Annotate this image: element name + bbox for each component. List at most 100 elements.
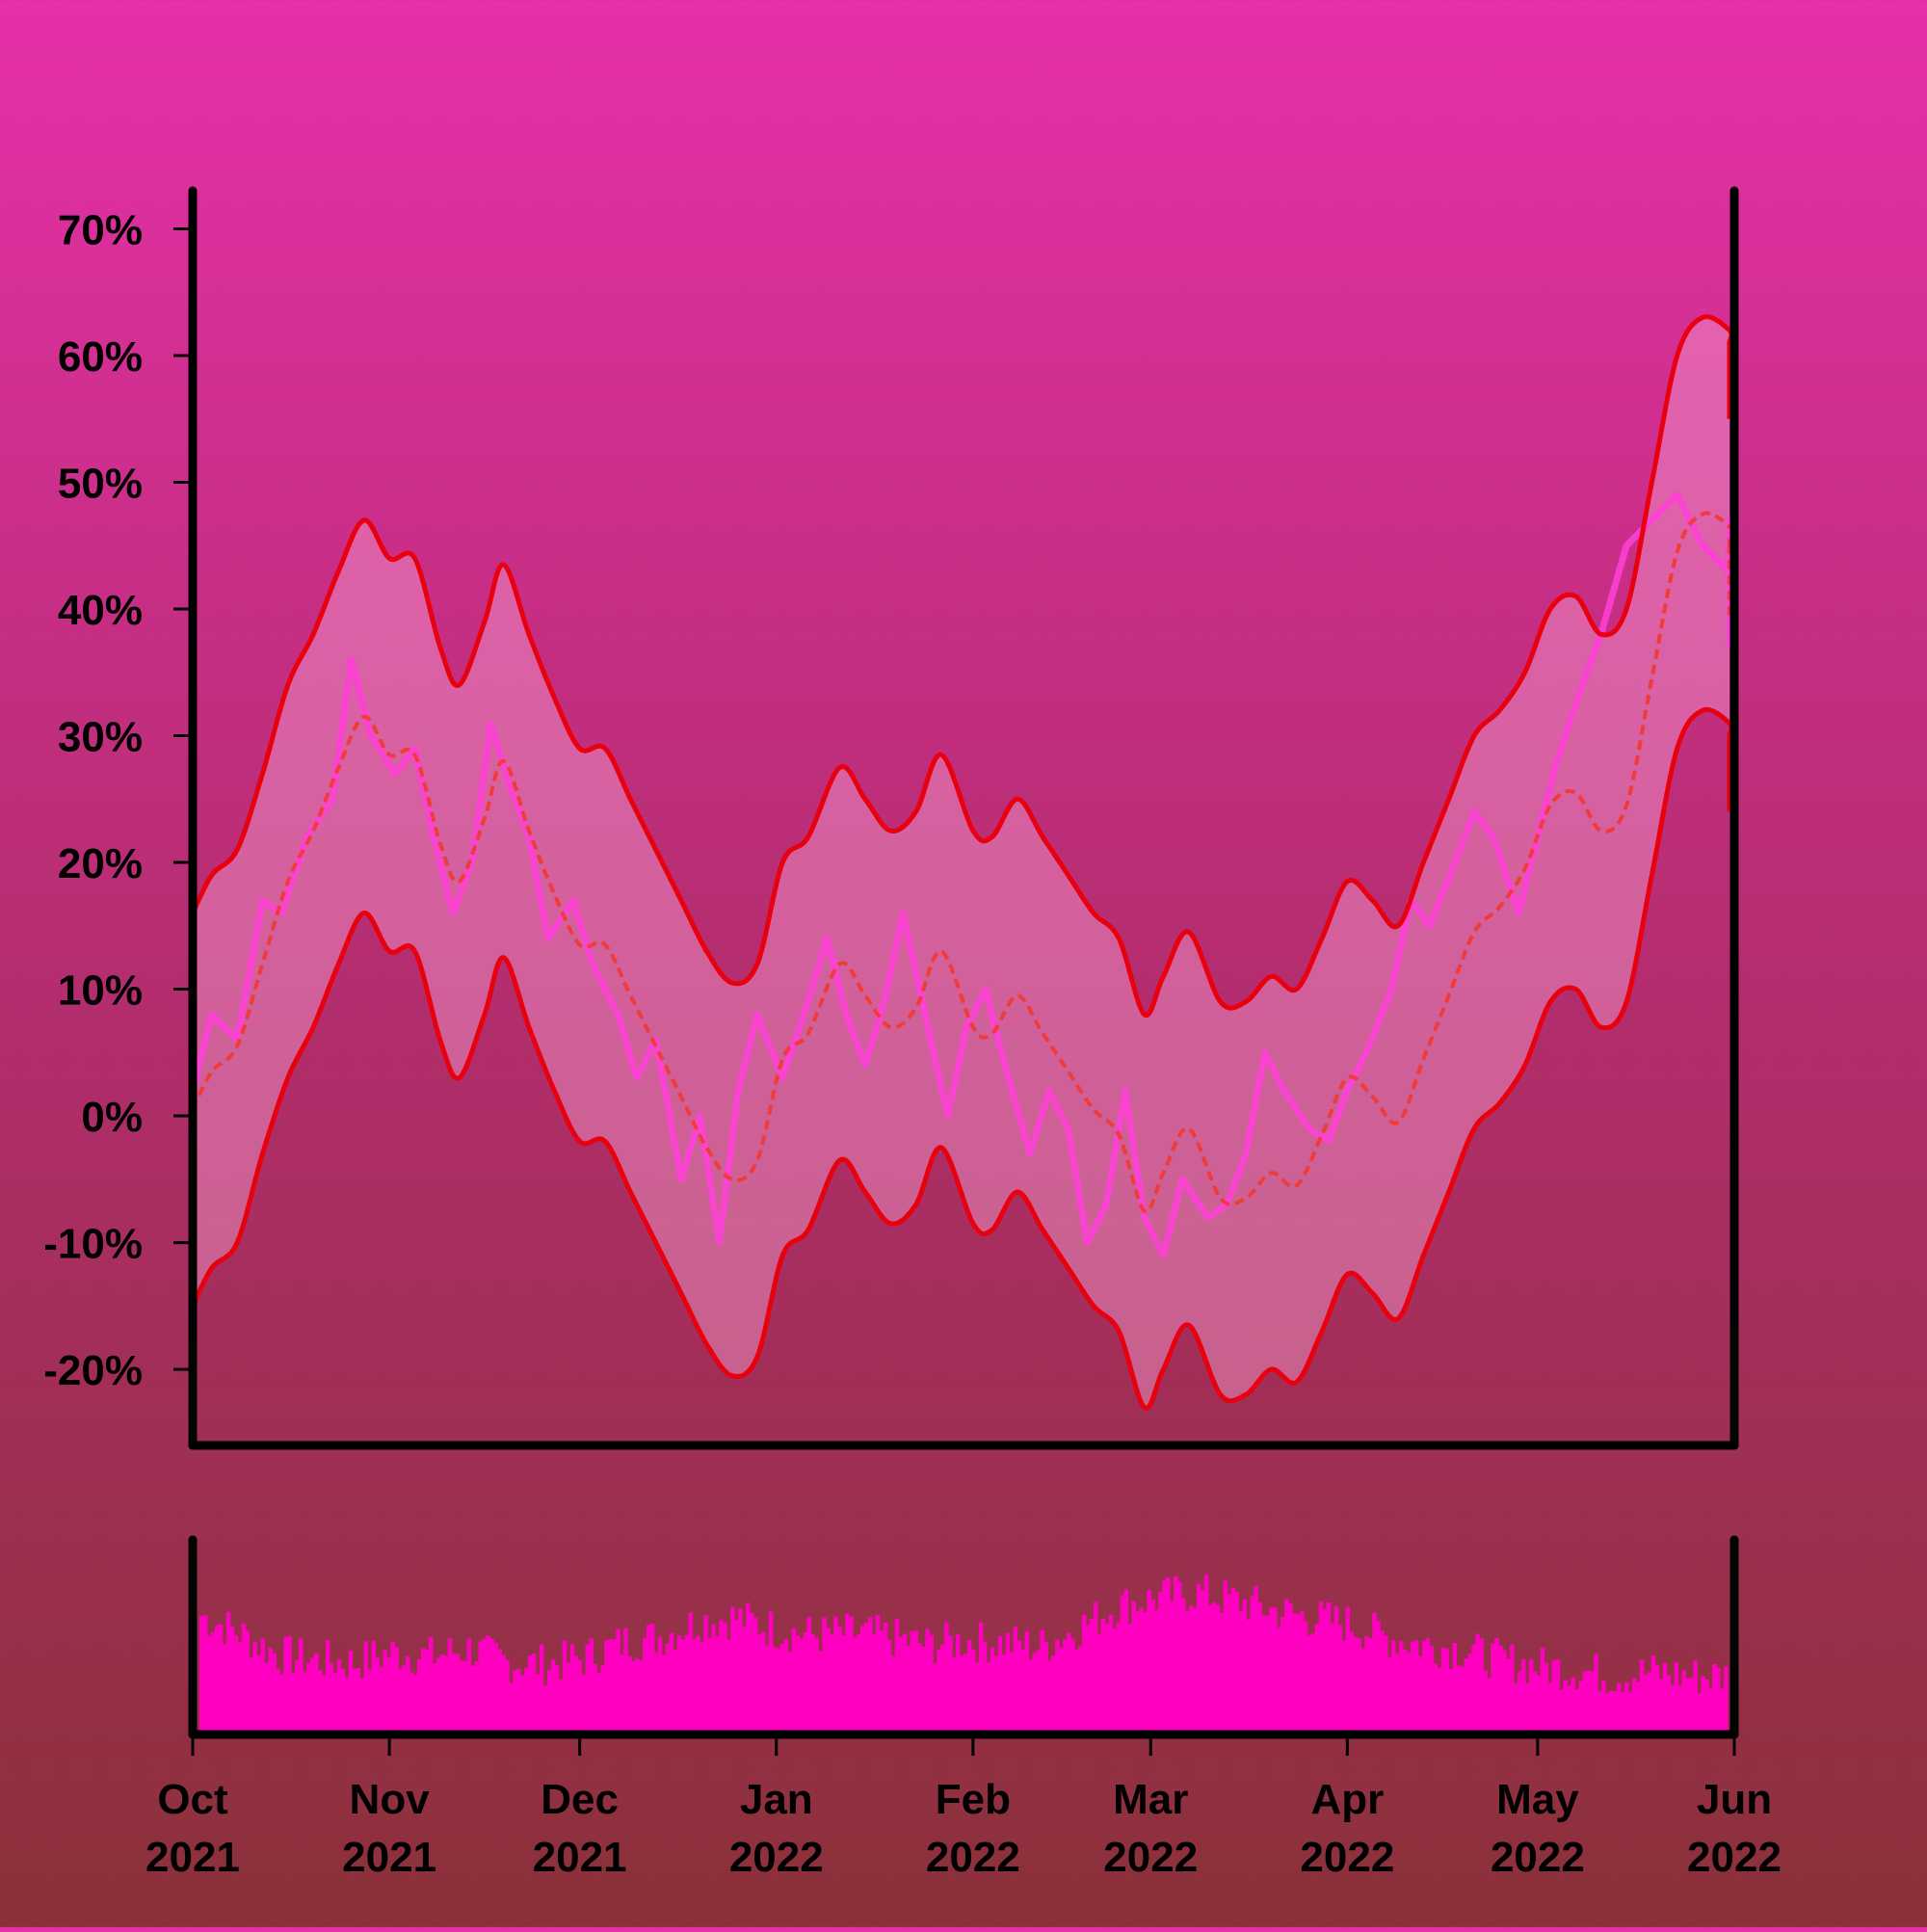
y-tick-label: 0% — [81, 1094, 143, 1141]
volume-bar — [1712, 1664, 1717, 1734]
volume-bar — [638, 1660, 644, 1734]
volume-bar — [1089, 1618, 1095, 1734]
volume-bar — [1112, 1628, 1118, 1734]
volume-bar — [1096, 1633, 1102, 1734]
volume-bar — [218, 1624, 224, 1734]
volume-bar — [309, 1657, 315, 1734]
volume-bar — [210, 1631, 216, 1734]
volume-bar — [1506, 1658, 1511, 1734]
volume-bar — [642, 1637, 647, 1734]
x-tick-month-label: Feb — [936, 1776, 1011, 1823]
volume-bar — [501, 1654, 506, 1734]
volume-bar — [1487, 1678, 1491, 1734]
volume-bar — [841, 1635, 846, 1734]
volume-bar — [1479, 1638, 1484, 1734]
volume-bar — [696, 1635, 701, 1734]
volume-bar — [1059, 1648, 1064, 1734]
volume-bar — [1594, 1654, 1598, 1734]
volume-bar — [214, 1625, 220, 1734]
volume-bar — [470, 1665, 476, 1734]
volume-bar — [719, 1620, 724, 1734]
volume-bar — [424, 1650, 430, 1734]
volume-bar — [1681, 1670, 1686, 1734]
volume-bar — [283, 1636, 288, 1734]
volume-bar — [1120, 1595, 1125, 1734]
volume-bar — [1192, 1607, 1198, 1734]
volume-bar — [875, 1615, 881, 1734]
volume-bar — [1265, 1616, 1270, 1734]
volume-bar — [646, 1625, 651, 1734]
volume-bar — [982, 1641, 988, 1734]
volume-bar — [960, 1655, 964, 1734]
x-tick-year-label: 2022 — [1103, 1834, 1198, 1881]
volume-bar — [420, 1648, 426, 1734]
volume-bar — [604, 1640, 609, 1734]
volume-bar — [726, 1639, 731, 1734]
volume-bar — [1162, 1580, 1167, 1734]
volume-bar — [653, 1653, 659, 1734]
volume-bar — [1597, 1691, 1602, 1734]
volume-bar — [688, 1612, 694, 1734]
volume-bar — [734, 1620, 739, 1734]
raw-series-line — [189, 491, 1733, 1259]
volume-bar — [313, 1653, 319, 1734]
volume-bar — [853, 1637, 858, 1734]
volume-bar — [1513, 1683, 1518, 1734]
volume-bar — [332, 1673, 338, 1734]
volume-bar — [707, 1638, 712, 1734]
volume-bar — [593, 1663, 597, 1734]
x-tick-year-label: 2022 — [1300, 1834, 1394, 1881]
volume-bar — [535, 1674, 541, 1734]
volume-bar — [241, 1623, 247, 1734]
volume-bar — [1551, 1659, 1557, 1734]
volume-bar — [398, 1669, 403, 1734]
volume-bar — [306, 1662, 311, 1734]
volume-bar — [550, 1659, 556, 1734]
volume-bar — [225, 1611, 231, 1734]
volume-bar — [723, 1622, 727, 1734]
volume-bar — [890, 1655, 896, 1734]
volume-bar — [1349, 1631, 1355, 1734]
volume-bar — [1295, 1614, 1301, 1734]
volume-bar — [1448, 1669, 1454, 1734]
volume-bar — [673, 1649, 678, 1734]
volume-bar — [409, 1672, 414, 1734]
volume-bar — [497, 1649, 502, 1734]
volume-bar — [1666, 1675, 1672, 1734]
main-plot — [189, 314, 1734, 1411]
volume-bar — [978, 1622, 984, 1734]
volume-bar — [1635, 1681, 1641, 1734]
volume-bar — [974, 1661, 980, 1734]
volume-bar — [826, 1628, 831, 1734]
volume-bar — [715, 1636, 720, 1734]
volume-bar — [986, 1661, 991, 1734]
volume-bar — [325, 1640, 330, 1734]
volume-bar — [1016, 1640, 1022, 1734]
volume-bar — [1127, 1624, 1133, 1734]
volume-bar — [1261, 1615, 1266, 1734]
volume-bar — [264, 1662, 269, 1734]
volume-bar — [818, 1651, 823, 1734]
volume-bar — [964, 1654, 968, 1734]
volume-bar — [1623, 1681, 1629, 1734]
volume-bar — [1460, 1666, 1465, 1734]
volume-bar — [222, 1644, 227, 1734]
volume-bar — [665, 1643, 671, 1734]
volume-bar — [252, 1641, 258, 1734]
volume-bar — [1720, 1688, 1725, 1734]
volume-bar — [1093, 1601, 1098, 1734]
volume-bar — [1116, 1622, 1122, 1734]
volume-bar — [764, 1645, 770, 1734]
volume-plot — [199, 1575, 1729, 1734]
volume-bar — [1524, 1682, 1530, 1734]
volume-bar — [1483, 1670, 1488, 1734]
volume-bar — [363, 1641, 369, 1734]
volume-bar — [833, 1616, 838, 1734]
volume-bar — [1433, 1663, 1439, 1734]
volume-bar — [883, 1623, 888, 1734]
volume-bar — [340, 1669, 346, 1734]
y-tick-label: 70% — [58, 206, 143, 253]
volume-bar — [1517, 1671, 1522, 1734]
volume-bar — [589, 1638, 594, 1734]
